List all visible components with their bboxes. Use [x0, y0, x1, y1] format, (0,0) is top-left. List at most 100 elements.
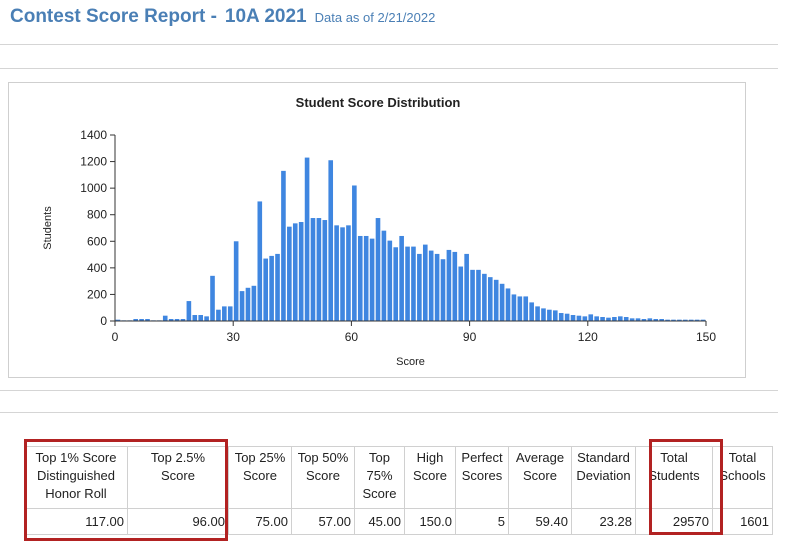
- histogram-bar: [482, 273, 487, 321]
- histogram-bar: [174, 319, 180, 321]
- histogram-bar: [369, 238, 375, 321]
- report-year: 10A 2021: [224, 6, 307, 27]
- histogram-bar: [227, 306, 233, 321]
- histogram-bar: [683, 319, 688, 321]
- stats-header-top-50pct: Top 50% Score: [291, 446, 355, 509]
- histogram-bar: [505, 288, 511, 321]
- stats-header-text: Score: [306, 468, 340, 483]
- histogram-bar: [162, 315, 168, 321]
- histogram-bar: [588, 314, 594, 321]
- histogram-bar: [251, 285, 257, 321]
- histogram-bar: [405, 246, 410, 321]
- y-tick-label: 200: [87, 287, 107, 301]
- histogram-bar: [417, 253, 422, 321]
- histogram-bar: [363, 235, 369, 321]
- histogram-bar: [411, 246, 416, 321]
- stats-header-top-2-5pct: Top 2.5% Score: [127, 446, 229, 509]
- histogram-bar: [357, 235, 363, 321]
- stats-header-average-score: Average Score: [508, 446, 572, 509]
- histogram-bar: [541, 308, 546, 321]
- highlight-box-total-students: [649, 439, 723, 535]
- histogram-bar: [298, 222, 304, 321]
- histogram-bar: [381, 230, 387, 321]
- histogram-bar: [346, 225, 351, 321]
- stats-header-text: Total: [660, 450, 688, 465]
- stats-header-row: Top 1% Score Distinguished Honor Roll Top 2…: [24, 446, 773, 509]
- histogram-bar: [499, 283, 505, 321]
- histogram-bar: [263, 258, 269, 321]
- chart-canvas: Student Score Distribution 0200400600800…: [42, 95, 716, 368]
- histogram-bar: [281, 170, 286, 321]
- histogram-bar: [387, 240, 393, 321]
- histogram-bar: [458, 266, 464, 321]
- chart-title: Student Score Distribution: [296, 95, 461, 110]
- histogram-bar: [192, 315, 198, 321]
- stats-value-top-50pct: 57.00: [291, 508, 355, 535]
- stats-header-text: Students: [648, 468, 700, 483]
- x-tick-label: 120: [578, 330, 598, 344]
- histogram-bar: [352, 185, 357, 321]
- data-date: Data as of 2/21/2022: [314, 10, 436, 25]
- stats-value-top-75pct: 45.00: [354, 508, 405, 535]
- stats-value-top-1pct: 117.00: [24, 508, 128, 535]
- histogram-bar: [239, 291, 245, 321]
- stats-value-perfect-scores: 5: [455, 508, 509, 535]
- stats-value-standard-deviation: 23.28: [571, 508, 636, 535]
- histogram-bar: [204, 316, 209, 321]
- histogram-bar: [470, 269, 475, 321]
- y-tick-label: 1200: [80, 155, 107, 169]
- histogram-bar: [629, 318, 635, 321]
- divider: [0, 390, 778, 391]
- histogram-bar: [145, 319, 150, 321]
- stats-header-text: Scores: [461, 468, 503, 483]
- report-header: Contest Score Report - 10A 2021 Data as of…: [10, 6, 435, 28]
- histogram-bar: [594, 316, 599, 321]
- histogram-bar: [269, 255, 274, 321]
- histogram-bar: [375, 218, 381, 321]
- y-tick-label: 1400: [80, 128, 107, 142]
- stats-header-text: Total: [728, 450, 757, 465]
- histogram-bar: [600, 317, 605, 321]
- histogram-bar: [612, 317, 617, 321]
- stats-header-standard-deviation: Standard Deviation: [571, 446, 636, 509]
- histogram-bar: [641, 319, 647, 321]
- divider: [0, 68, 778, 69]
- stats-header-text: Top 25%: [234, 450, 286, 465]
- histogram-bar: [552, 310, 558, 321]
- stats-header-text: Score: [413, 468, 447, 483]
- x-tick-label: 60: [345, 330, 359, 344]
- stats-header-top-75pct: Top 75% Score: [354, 446, 405, 509]
- histogram-bar: [322, 220, 328, 321]
- stats-header-text: 75%: [366, 468, 393, 483]
- histogram-bar: [257, 201, 263, 321]
- histogram-bar: [434, 253, 440, 321]
- stats-header-text: High: [416, 450, 444, 465]
- report-title: Contest Score Report -: [10, 6, 217, 27]
- histogram-bar: [216, 309, 221, 321]
- stats-value-high-score: 150.0: [404, 508, 456, 535]
- histogram-bar: [180, 319, 186, 321]
- stats-header-perfect-scores: Perfect Scores: [455, 446, 509, 509]
- histogram-bar: [245, 287, 251, 321]
- histogram-bar: [700, 319, 706, 321]
- y-tick-label: 800: [87, 208, 107, 222]
- stats-header-top-25pct: Top 25% Score: [228, 446, 292, 509]
- histogram-bar: [688, 319, 694, 321]
- histogram-bar: [168, 319, 174, 321]
- stats-header-text: Score: [161, 468, 195, 483]
- stats-header-text: Top 1% Score: [35, 450, 117, 465]
- x-tick-label: 30: [227, 330, 241, 344]
- x-tick-label: 0: [112, 330, 119, 344]
- histogram-bar: [535, 306, 540, 321]
- histogram-bar: [523, 296, 529, 321]
- stats-header-text: Top: [369, 450, 390, 465]
- histogram-bar: [292, 223, 298, 321]
- histogram-bar: [115, 319, 121, 321]
- stats-header-text: Score: [523, 468, 557, 483]
- histogram-bar: [558, 313, 564, 321]
- stats-header-text: Standard: [577, 450, 630, 465]
- y-tick-label: 1000: [80, 181, 107, 195]
- histogram-bar: [653, 319, 659, 321]
- stats-table: Top 1% Score Distinguished Honor Roll Top 2…: [24, 446, 773, 535]
- y-tick-label: 600: [87, 234, 107, 248]
